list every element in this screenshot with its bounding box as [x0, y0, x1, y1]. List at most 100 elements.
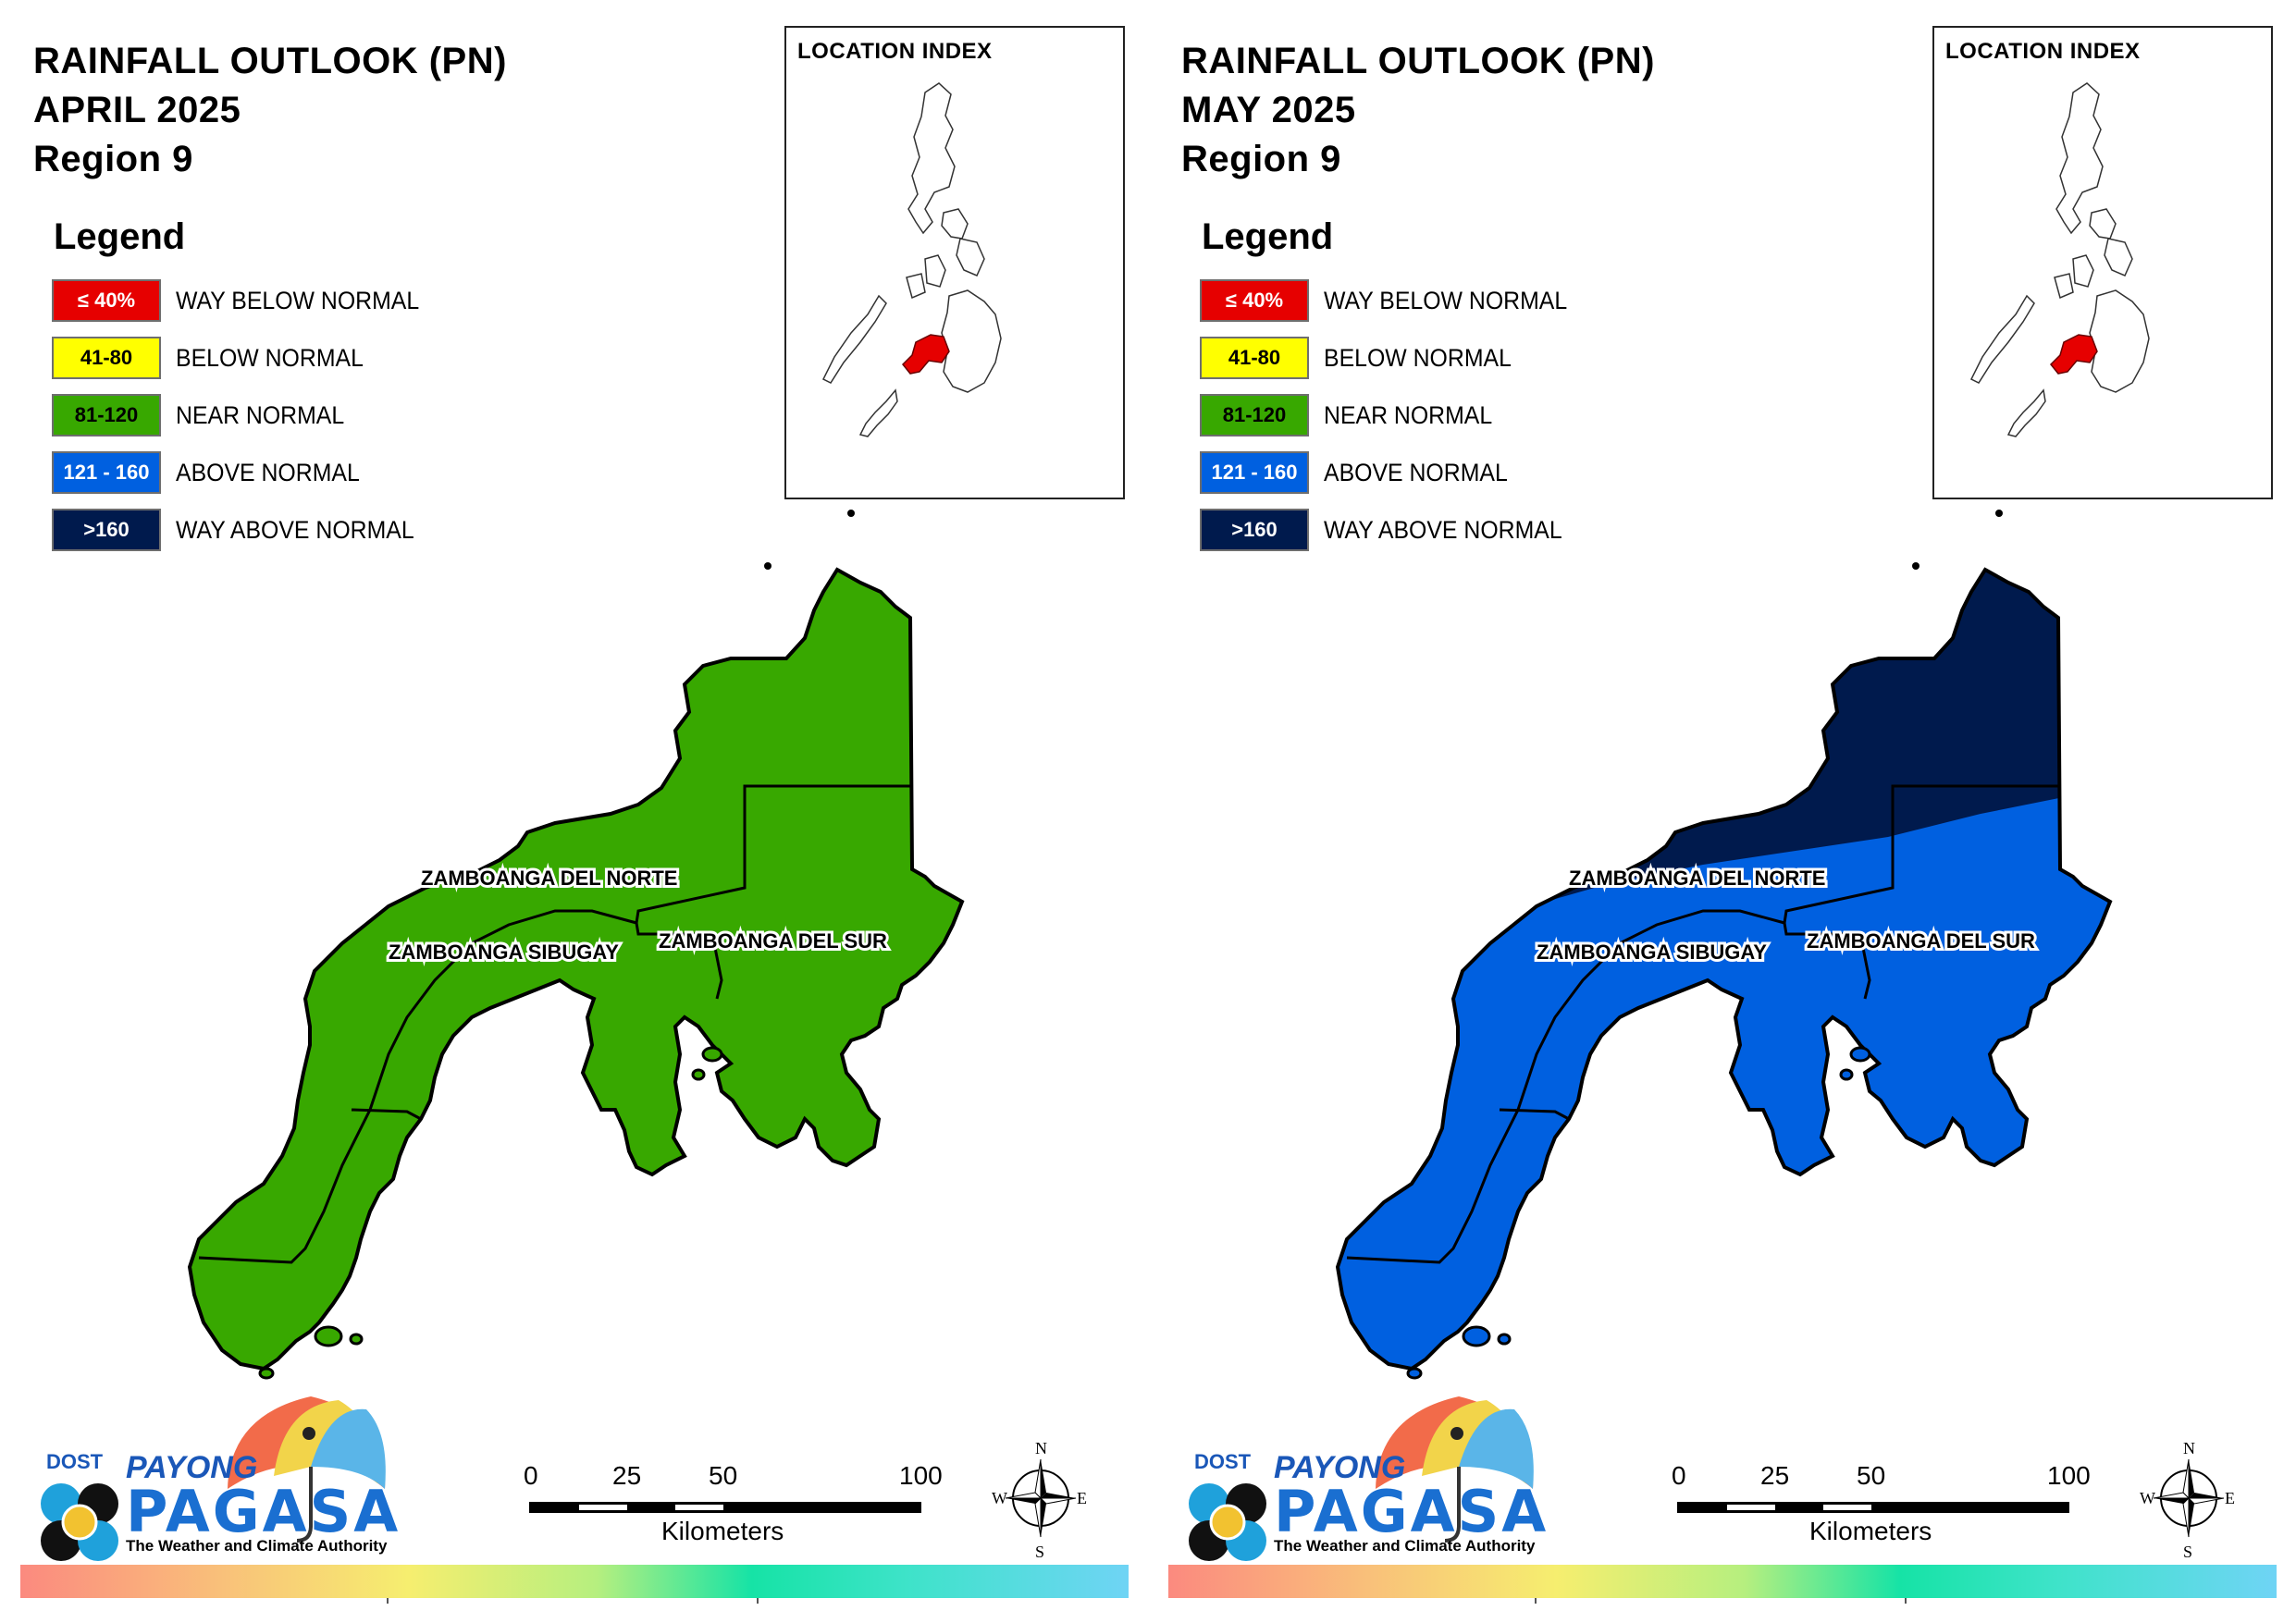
boundary-sibugay-south	[351, 1108, 422, 1121]
scale-tick: 25	[1760, 1461, 1790, 1490]
island	[764, 562, 772, 570]
label-zamboanga-del-sur: ZAMBOANGA DEL SUR	[1807, 929, 2035, 953]
island	[1995, 510, 2003, 517]
map-panel-april: RAINFALL OUTLOOK (PN) APRIL 2025 Region …	[20, 26, 1129, 1605]
location-index-title: LOCATION INDEX	[1945, 39, 2141, 64]
legend-swatch: ≤ 40%	[52, 279, 161, 322]
island	[258, 1367, 275, 1380]
legend-label: NEAR NORMAL	[1324, 401, 1493, 429]
title-line-3: Region 9	[33, 139, 193, 179]
island	[1406, 1367, 1423, 1380]
scale-bar: 0 25 50 100 Kilometers	[524, 1461, 943, 1563]
island	[314, 1325, 343, 1347]
boundary-sibugay-south	[1499, 1108, 1570, 1121]
scale-bar-graphic	[529, 1502, 921, 1513]
scale-tick: 100	[899, 1461, 943, 1490]
compass-n: N	[2183, 1439, 2195, 1457]
region-map: ZAMBOANGA DEL NORTE ZAMBOANGA SIBUGAY ZA…	[187, 510, 965, 1380]
legend-swatch: >160	[52, 509, 161, 551]
footer-gradient-bar	[20, 1565, 1129, 1598]
scale-bar-graphic	[1677, 1502, 2069, 1513]
location-index-map: LOCATION INDEX	[784, 26, 1125, 499]
legend-swatch: 121 - 160	[52, 451, 161, 494]
footer-gradient-bar	[1168, 1565, 2277, 1598]
island	[1462, 1325, 1491, 1347]
label-zamboanga-del-norte: ZAMBOANGA DEL NORTE	[1569, 867, 1825, 890]
title-line-3: Region 9	[1181, 139, 1341, 179]
region-map: ZAMBOANGA DEL NORTE ZAMBOANGA SIBUGAY ZA…	[1335, 510, 2113, 1380]
island	[1497, 1333, 1512, 1346]
label-zamboanga-sibugay: ZAMBOANGA SIBUGAY	[1537, 941, 1767, 964]
boundary-sibugay	[198, 909, 637, 1264]
legend-label: NEAR NORMAL	[176, 401, 345, 429]
island	[701, 1046, 723, 1063]
legend-swatch: 81-120	[1200, 394, 1309, 436]
label-zamboanga-del-sur: ZAMBOANGA DEL SUR	[659, 929, 887, 953]
legend-title: Legend	[54, 216, 186, 257]
island	[1839, 1068, 1854, 1081]
logo-tagline: The Weather and Climate Authority	[1274, 1537, 1536, 1555]
boundary-norte-sur	[1783, 784, 2058, 924]
label-zamboanga-del-norte: ZAMBOANGA DEL NORTE	[421, 867, 677, 890]
boundary-sur-sibugay	[1783, 922, 1871, 1000]
compass-e: E	[1077, 1489, 1087, 1507]
island	[349, 1333, 364, 1346]
scale-tick: 100	[2047, 1461, 2091, 1490]
compass-s: S	[1035, 1543, 1044, 1559]
title-line-1: RAINFALL OUTLOOK (PN)	[33, 41, 507, 81]
compass-n: N	[1035, 1439, 1047, 1457]
map-title: RAINFALL OUTLOOK (PN) MAY 2025 Region 9	[1181, 37, 1655, 184]
map-title: RAINFALL OUTLOOK (PN) APRIL 2025 Region …	[33, 37, 507, 184]
legend-swatch: 41-80	[1200, 337, 1309, 379]
scale-unit: Kilometers	[1809, 1517, 1932, 1545]
location-index-title: LOCATION INDEX	[797, 39, 993, 64]
footer-bar-ticks	[20, 1598, 1129, 1605]
payong-pagasa-logo: DOST PAYONG PAGASA The Weather and Clima…	[33, 1387, 398, 1563]
legend-title: Legend	[1202, 216, 1334, 257]
scale-tick: 25	[612, 1461, 642, 1490]
legend-swatch: 81-120	[52, 394, 161, 436]
map-panel-may: RAINFALL OUTLOOK (PN) MAY 2025 Region 9 …	[1148, 0, 2296, 1623]
compass-w: W	[992, 1489, 1007, 1507]
logo-pagasa-text: PAGASA	[1274, 1478, 1549, 1545]
legend-label: WAY ABOVE NORMAL	[176, 516, 414, 544]
legend-swatch: ≤ 40%	[1200, 279, 1309, 322]
island	[1912, 562, 1920, 570]
scale-tick: 0	[524, 1461, 538, 1490]
compass-rose-icon: N E S W	[990, 1439, 1092, 1561]
legend-label: ABOVE NORMAL	[1324, 459, 1508, 486]
title-line-1: RAINFALL OUTLOOK (PN)	[1181, 41, 1655, 81]
logo-pagasa-text: PAGASA	[126, 1478, 401, 1545]
legend-label: WAY BELOW NORMAL	[1324, 287, 1568, 314]
legend-label: ABOVE NORMAL	[176, 459, 360, 486]
compass-w: W	[2140, 1489, 2155, 1507]
boundary-sur-sibugay	[635, 922, 723, 1000]
payong-pagasa-logo: DOST PAYONG PAGASA The Weather and Clima…	[1181, 1387, 1546, 1563]
island	[847, 510, 855, 517]
footer-bar-ticks	[1168, 1598, 2277, 1605]
compass-e: E	[2225, 1489, 2235, 1507]
label-zamboanga-sibugay: ZAMBOANGA SIBUGAY	[389, 941, 619, 964]
legend-swatch: >160	[1200, 509, 1309, 551]
peninsula-outline	[1335, 567, 2113, 1371]
philippines-outline	[1969, 82, 2150, 437]
legend-label: BELOW NORMAL	[1324, 344, 1512, 372]
logo-payong-text: PAYONG	[1274, 1450, 1406, 1485]
island	[1849, 1046, 1871, 1063]
legend-label: WAY BELOW NORMAL	[176, 287, 420, 314]
philippines-outline	[821, 82, 1002, 437]
logo-dost-text: DOST	[46, 1450, 104, 1473]
scale-tick: 0	[1672, 1461, 1686, 1490]
island	[691, 1068, 706, 1081]
title-line-2: APRIL 2025	[33, 90, 241, 130]
scale-tick: 50	[1857, 1461, 1886, 1490]
legend-swatch: 41-80	[52, 337, 161, 379]
logo-dost-text: DOST	[1194, 1450, 1252, 1473]
compass-rose-icon: N E S W	[2138, 1439, 2240, 1561]
zamboanga-peninsula	[187, 567, 965, 1371]
title-line-2: MAY 2025	[1181, 90, 1356, 130]
boundary-sibugay	[1346, 909, 1785, 1264]
legend-swatch: 121 - 160	[1200, 451, 1309, 494]
location-index-map: LOCATION INDEX	[1932, 26, 2273, 499]
legend-label: BELOW NORMAL	[176, 344, 364, 372]
